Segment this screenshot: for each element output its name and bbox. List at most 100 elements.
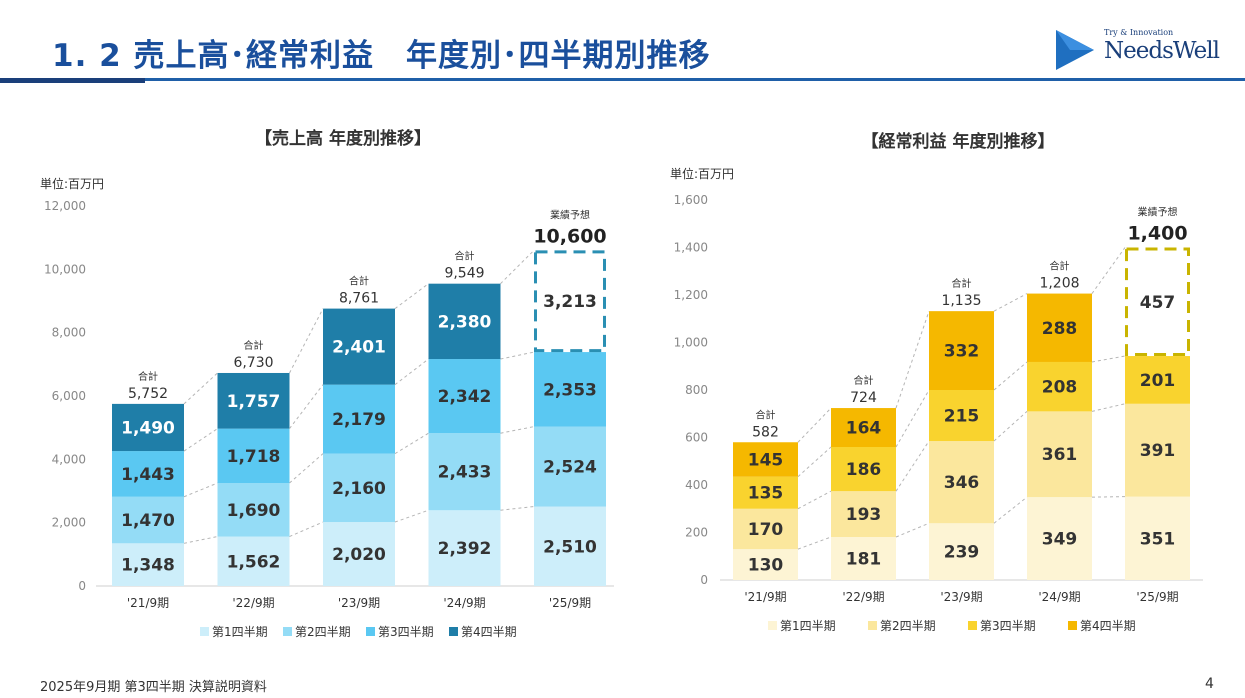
forecast-bar-segment: [1125, 247, 1190, 357]
data-label: 332: [944, 342, 980, 362]
total-caption: 合計: [244, 339, 264, 352]
data-label: 130: [748, 556, 784, 576]
x-tick-label: '23/9期: [940, 590, 982, 604]
connector-line: [394, 509, 429, 523]
connector-line: [500, 249, 535, 285]
bar-segment: [323, 384, 395, 454]
total-label: 9,549: [444, 266, 484, 282]
bar-segment: [831, 491, 896, 538]
data-label: 145: [748, 450, 784, 470]
y-tick-label: 12,000: [44, 199, 86, 213]
connector-line: [895, 440, 930, 492]
bar-segment: [831, 408, 896, 447]
page-number: 4: [1205, 676, 1214, 692]
connector-line: [500, 506, 535, 511]
bar-segment: [428, 510, 501, 586]
y-tick-label: 1,200: [674, 288, 708, 302]
connector-line: [1091, 403, 1126, 412]
data-label: 164: [846, 419, 882, 439]
x-tick-label: '23/9期: [338, 596, 380, 610]
data-label: 201: [1140, 371, 1176, 391]
legend-swatch: [868, 621, 877, 630]
data-label: 457: [1140, 293, 1176, 313]
bar-segment: [534, 506, 606, 586]
unit-label: 単位:百万円: [670, 166, 734, 181]
bar-segment: [831, 447, 896, 492]
total-label: 582: [752, 424, 779, 440]
logo-triangle-icon: [1056, 30, 1094, 70]
bar-segment: [112, 403, 184, 452]
connector-line: [394, 358, 429, 386]
bar-segment: [534, 352, 606, 427]
bar-segment: [217, 428, 290, 484]
data-label: 2,433: [438, 463, 492, 483]
bar-segment: [1125, 496, 1190, 580]
total-label: 10,600: [533, 225, 606, 247]
x-tick-label: '24/9期: [443, 596, 485, 610]
x-tick-label: '21/9期: [127, 596, 169, 610]
data-label: 288: [1042, 319, 1078, 339]
bar-segment: [323, 308, 395, 385]
x-tick-label: '21/9期: [744, 590, 786, 604]
data-label: 1,718: [227, 447, 281, 467]
connector-line: [993, 293, 1028, 312]
x-tick-label: '25/9期: [549, 596, 591, 610]
total-label: 6,730: [233, 355, 273, 371]
y-tick-label: 400: [685, 478, 708, 492]
total-label: 1,135: [941, 293, 981, 309]
page-header: 1. 2 売上高･経常利益 年度別･四半期別推移 Try & Innovatio…: [0, 0, 1245, 86]
legend-label: 第2四半期: [880, 619, 936, 633]
data-label: 170: [748, 520, 784, 540]
data-label: 2,392: [438, 539, 492, 559]
data-label: 1,757: [227, 392, 281, 412]
y-tick-label: 10,000: [44, 262, 86, 276]
y-tick-label: 600: [685, 431, 708, 445]
connector-line: [797, 490, 832, 510]
data-label: 2,524: [543, 458, 597, 478]
y-tick-label: 200: [685, 526, 708, 540]
logo-tagline: Try & Innovation: [1104, 28, 1174, 37]
profit-chart: 【経常利益 年度別推移】単位:百万円 0 200 400 600 800 1,000 1,20…: [670, 131, 1203, 633]
data-label: 186: [846, 460, 882, 480]
unit-label: 単位:百万円: [40, 176, 104, 191]
x-tick-label: '25/9期: [1136, 590, 1178, 604]
data-label: 1,690: [227, 501, 281, 521]
x-tick-label: '22/9期: [842, 590, 884, 604]
bar-segment: [733, 549, 798, 580]
data-label: 2,342: [438, 387, 492, 407]
data-label: 239: [944, 543, 980, 563]
connector-line: [993, 496, 1028, 524]
forecast-caption: 業績予想: [550, 208, 590, 221]
y-tick-label: 0: [78, 579, 86, 593]
data-label: 391: [1140, 441, 1176, 461]
y-tick-label: 1,400: [674, 241, 708, 255]
x-tick-label: '24/9期: [1038, 590, 1080, 604]
connector-line: [289, 384, 324, 429]
legend-swatch: [449, 627, 458, 636]
bar-segment: [733, 508, 798, 550]
data-label: 2,160: [332, 479, 386, 499]
legend-swatch: [1068, 621, 1077, 630]
connector-line: [1091, 355, 1126, 363]
total-label: 1,400: [1127, 223, 1187, 245]
total-label: 1,208: [1039, 276, 1079, 292]
total-caption: 合計: [455, 250, 475, 263]
y-tick-label: 800: [685, 383, 708, 397]
connector-line: [500, 426, 535, 434]
data-label: 135: [748, 484, 784, 504]
legend-swatch: [200, 627, 209, 636]
data-label: 1,490: [121, 418, 175, 438]
data-label: 1,443: [121, 465, 175, 485]
bar-segment: [831, 537, 896, 580]
data-label: 2,179: [332, 410, 386, 430]
chart-title: 【売上高 年度別推移】: [255, 128, 431, 149]
total-caption: 合計: [854, 374, 874, 387]
data-label: 2,401: [332, 338, 386, 358]
connector-line: [993, 411, 1028, 442]
y-tick-label: 0: [700, 573, 708, 587]
y-tick-label: 1,000: [674, 336, 708, 350]
legend-label: 第2四半期: [295, 625, 351, 639]
total-label: 8,761: [339, 291, 379, 307]
bar-segment: [428, 283, 501, 360]
header-rule-accent: [0, 78, 145, 83]
